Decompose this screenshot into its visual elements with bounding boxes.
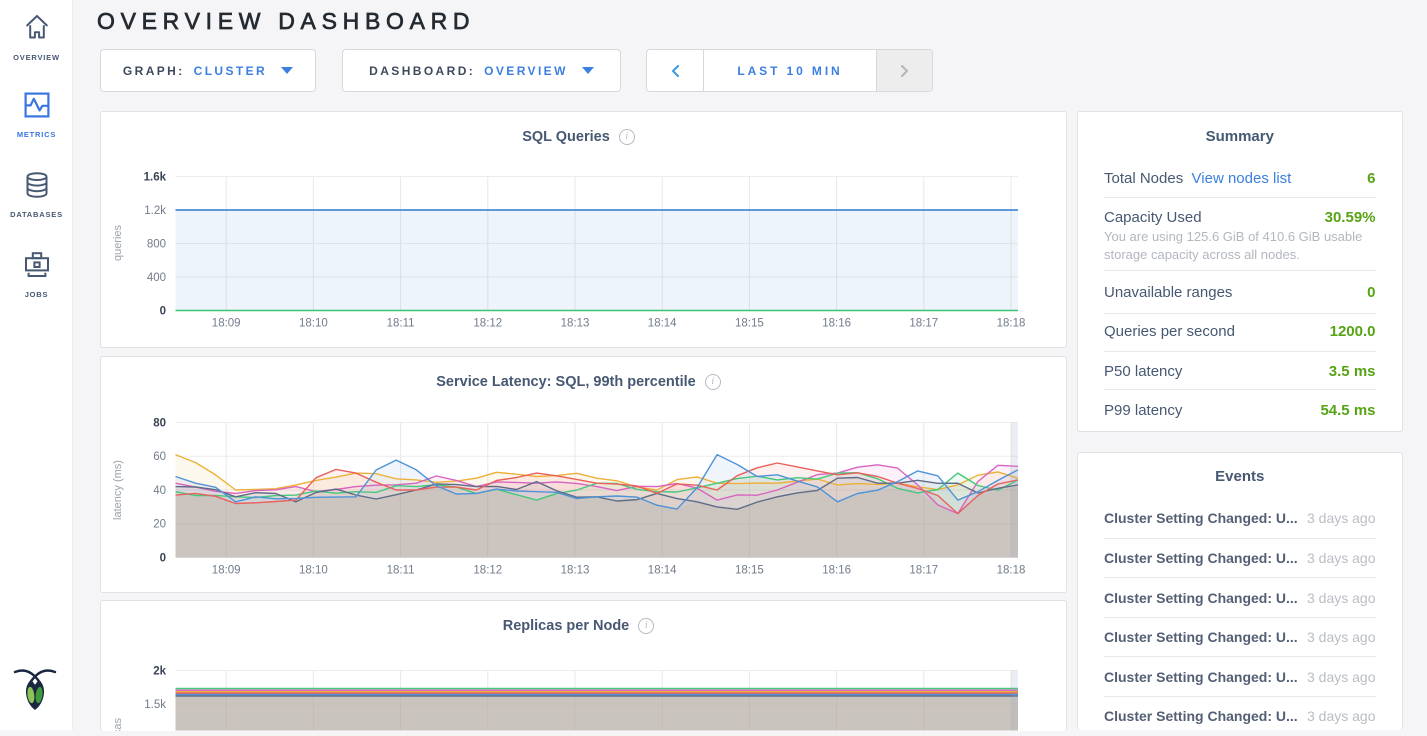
svg-text:latency (ms): latency (ms)	[112, 460, 124, 520]
svg-text:18:14: 18:14	[648, 564, 677, 576]
svg-text:60: 60	[153, 451, 166, 463]
svg-text:0: 0	[160, 552, 166, 564]
svg-text:2k: 2k	[153, 665, 166, 677]
svg-text:400: 400	[147, 272, 166, 284]
svg-text:800: 800	[147, 238, 166, 250]
svg-text:1.2k: 1.2k	[144, 205, 166, 217]
svg-text:18:15: 18:15	[735, 317, 764, 329]
svg-text:18:13: 18:13	[561, 317, 590, 329]
svg-text:18:10: 18:10	[299, 564, 328, 576]
svg-text:18:16: 18:16	[822, 317, 851, 329]
svg-text:20: 20	[153, 518, 166, 530]
svg-text:18:17: 18:17	[909, 564, 938, 576]
svg-text:80: 80	[153, 417, 166, 429]
svg-text:0: 0	[160, 305, 166, 317]
svg-text:1.6k: 1.6k	[144, 171, 167, 183]
svg-text:18:18: 18:18	[997, 564, 1026, 576]
svg-text:40: 40	[153, 485, 166, 497]
svg-text:18:10: 18:10	[299, 317, 328, 329]
svg-text:18:09: 18:09	[212, 564, 241, 576]
svg-text:18:14: 18:14	[648, 317, 677, 329]
svg-text:18:11: 18:11	[387, 564, 415, 576]
svg-text:18:17: 18:17	[909, 317, 938, 329]
svg-text:18:12: 18:12	[473, 317, 502, 329]
svg-text:queries: queries	[112, 224, 124, 261]
svg-text:18:18: 18:18	[997, 317, 1026, 329]
svg-text:18:16: 18:16	[822, 564, 851, 576]
svg-text:replicas: replicas	[112, 717, 124, 730]
svg-text:18:11: 18:11	[387, 317, 415, 329]
svg-text:18:12: 18:12	[473, 564, 502, 576]
svg-text:18:15: 18:15	[735, 564, 764, 576]
svg-text:18:09: 18:09	[212, 317, 241, 329]
svg-text:1.5k: 1.5k	[144, 699, 166, 711]
svg-text:18:13: 18:13	[561, 564, 590, 576]
